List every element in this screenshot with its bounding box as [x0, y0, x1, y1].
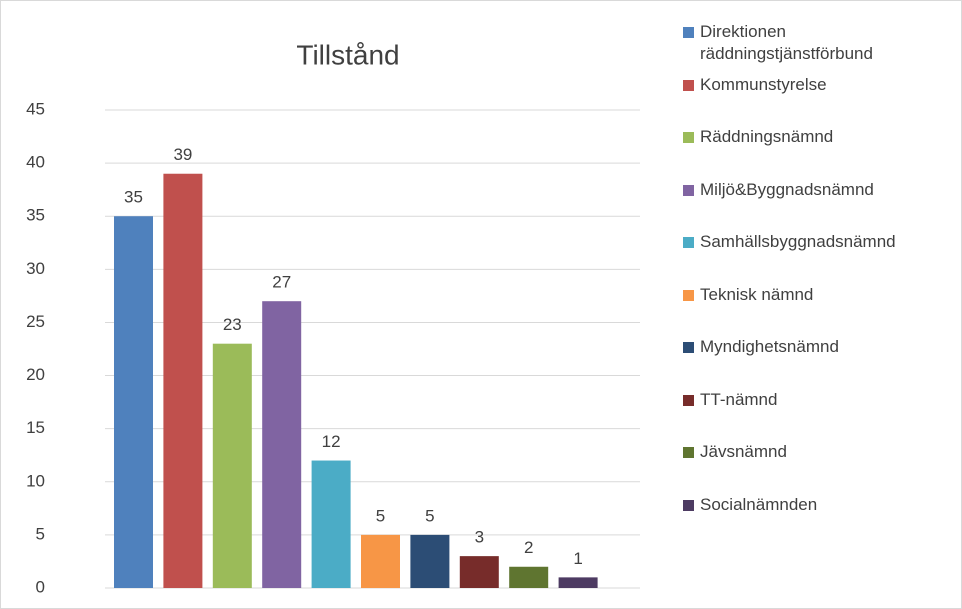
bar	[361, 534, 400, 588]
bar	[311, 460, 351, 588]
y-tick-label: 10	[26, 471, 45, 490]
legend-swatch	[683, 132, 694, 143]
legend-item: Socialnämnden	[683, 494, 953, 516]
legend-item: Teknisk nämnd	[683, 284, 953, 306]
legend-item: Direktionen räddningstjänstförbund	[683, 21, 953, 65]
y-tick-label: 35	[26, 206, 45, 225]
legend-swatch	[683, 184, 694, 196]
data-label: 5	[376, 506, 385, 525]
data-label: 12	[322, 432, 341, 451]
data-label: 1	[573, 549, 582, 568]
data-label: 39	[173, 145, 192, 164]
legend-item: Kommunstyrelse	[683, 74, 953, 96]
data-label: 35	[124, 188, 143, 207]
legend-swatch	[683, 499, 694, 511]
bar	[114, 216, 153, 588]
y-tick-label: 30	[26, 259, 45, 278]
data-label: 3	[475, 528, 484, 547]
bar	[212, 343, 252, 588]
legend-label: Räddningsnämnd	[700, 127, 834, 146]
y-tick-label: 5	[36, 524, 45, 543]
legend-swatch	[683, 289, 694, 301]
data-label: 5	[425, 506, 434, 525]
bar	[558, 577, 598, 588]
y-tick-label: 25	[26, 312, 45, 331]
legend-label: Kommunstyrelse	[700, 74, 827, 94]
data-label: 2	[524, 538, 533, 557]
legend-swatch	[683, 27, 694, 38]
data-label: 27	[272, 273, 291, 292]
legend-swatch	[683, 237, 694, 248]
legend-swatch	[683, 394, 694, 406]
legend-label: Teknisk nämnd	[700, 284, 814, 304]
legend-swatch	[683, 79, 694, 91]
legend-label: TT-nämnd	[700, 389, 778, 409]
legend-swatch	[683, 342, 694, 353]
legend-item: Miljö&Byggnadsnämnd	[683, 179, 953, 201]
y-tick-label: 0	[36, 577, 45, 596]
bar	[163, 173, 203, 588]
legend-label: Miljö&Byggnadsnämnd	[700, 179, 874, 199]
legend-item: Räddningsnämnd	[683, 126, 953, 148]
data-label: 23	[223, 315, 242, 334]
chart-title: Tillstånd	[296, 39, 399, 70]
y-tick-label: 20	[26, 365, 45, 384]
bar	[410, 534, 450, 588]
legend-label: Jävsnämnd	[700, 442, 787, 461]
legend-item: TT-nämnd	[683, 389, 953, 411]
legend-item: Myndighetsnämnd	[683, 336, 953, 358]
bar	[459, 556, 499, 588]
legend-label: Direktionen räddningstjänstförbund	[700, 22, 873, 63]
y-tick-label: 45	[26, 99, 45, 118]
bar	[509, 566, 549, 588]
bar	[262, 301, 302, 588]
legend-swatch	[683, 447, 694, 458]
legend-label: Myndighetsnämnd	[700, 337, 839, 356]
y-tick-label: 15	[26, 418, 45, 437]
legend-label: Samhällsbyggnadsnämnd	[700, 232, 896, 251]
legend-item: Jävsnämnd	[683, 441, 953, 463]
legend-label: Socialnämnden	[700, 494, 818, 514]
y-tick-label: 40	[26, 153, 45, 172]
legend-item: Samhällsbyggnadsnämnd	[683, 231, 953, 253]
